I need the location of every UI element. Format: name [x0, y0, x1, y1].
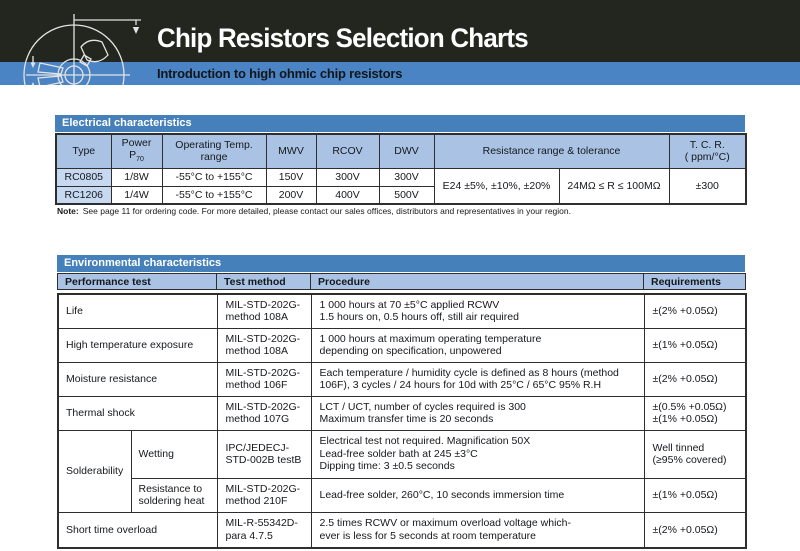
- cell-type: RC1206: [55, 185, 112, 205]
- ordering-note: Note: See page 11 for ordering code. For …: [57, 206, 571, 216]
- electrical-table-title: Electrical characteristics: [55, 115, 745, 132]
- cell-test: Thermal shock: [57, 395, 218, 431]
- page-title: Chip Resistors Selection Charts: [157, 23, 529, 53]
- page-subtitle: Introduction to high ohmic chip resistor…: [157, 66, 403, 81]
- electrical-characteristics-table: Electrical characteristics Type Power P7…: [55, 115, 747, 205]
- environmental-header-row: Performance test Test method Procedure R…: [57, 273, 746, 290]
- cell-tolerance: E24 ±5%, ±10%, ±20%: [433, 167, 560, 205]
- cell-test: High temperature exposure: [57, 327, 218, 363]
- power-line2: P70: [129, 148, 144, 163]
- cell-power: 1/8W: [110, 167, 163, 187]
- cell-procedure: Electrical test not required. Magnificat…: [310, 429, 645, 479]
- cell-rcov: 400V: [315, 185, 380, 205]
- note-text: See page 11 for ordering code. For more …: [82, 206, 571, 216]
- cell-mwv: 150V: [265, 167, 317, 187]
- cell-method: MIL-R-55342D-para 4.7.5: [216, 511, 312, 549]
- electrical-header-row: Type Power P70 Operating Temp. range MWV…: [55, 133, 747, 169]
- table-row-rc0805: RC0805 1/8W -55°C to +155°C 150V 300V 30…: [55, 167, 747, 205]
- col-header-rcov: RCOV: [315, 133, 380, 169]
- col-header-dwv: DWV: [378, 133, 435, 169]
- col-header-procedure: Procedure: [310, 273, 644, 290]
- col-header-performance-test: Performance test: [57, 273, 217, 290]
- cell-method: MIL-STD-202G-method 108A: [216, 293, 312, 329]
- col-header-operating-temp: Operating Temp. range: [161, 133, 267, 169]
- cell-method: MIL-STD-202G-method 210F: [216, 477, 312, 513]
- cell-requirements: ±(1% +0.05Ω): [643, 477, 747, 513]
- cell-test: Short time overload: [57, 511, 218, 549]
- cell-procedure: 2.5 times RCWV or maximum overload volta…: [310, 511, 645, 549]
- table-row-moisture-resistance: Moisture resistance MIL-STD-202G-method …: [57, 361, 747, 397]
- cell-requirements: ±(2% +0.05Ω): [643, 293, 747, 329]
- cell-requirements: ±(1% +0.05Ω): [643, 327, 747, 363]
- environmental-characteristics-table: Environmental characteristics Performanc…: [57, 255, 747, 549]
- col-header-tcr: T. C. R. ( ppm/°C): [668, 133, 747, 169]
- col-header-type: Type: [55, 133, 112, 169]
- cell-dwv: 300V: [378, 167, 435, 187]
- table-row-solderability-wetting: Solderability Wetting IPC/JEDECJ- STD-002…: [57, 429, 747, 513]
- masthead: Chip Resistors Selection Charts Introduc…: [0, 0, 800, 85]
- cell-method: MIL-STD-202G-method 108A: [216, 327, 312, 363]
- tcr-line1: T. C. R.: [689, 139, 725, 152]
- power-line1: Power: [121, 136, 152, 149]
- table-row-resistance-soldering-heat: Resistance to soldering heat MIL-STD-202G…: [58, 477, 747, 513]
- cell-mwv: 200V: [265, 185, 317, 205]
- cell-test: Wetting: [130, 429, 218, 479]
- cell-test: Resistance to soldering heat: [130, 477, 218, 513]
- cell-solderability: Solderability: [57, 429, 132, 513]
- cell-method: MIL-STD-202G-method 106F: [216, 361, 312, 397]
- table-row-short-time-overload: Short time overload MIL-R-55342D-para 4.…: [57, 511, 747, 549]
- optemp-line2: range: [200, 151, 228, 164]
- masthead-blue-band: [0, 62, 800, 85]
- col-header-test-method: Test method: [216, 273, 311, 290]
- table-row-rc1206: RC1206 1/4W -55°C to +155°C 200V 400V 50…: [55, 185, 746, 205]
- cell-procedure: Lead-free solder, 260°C, 10 seconds imme…: [310, 477, 645, 513]
- cell-op-temp: -55°C to +155°C: [161, 167, 267, 187]
- masthead-dark-band: [0, 0, 800, 62]
- cell-dwv: 500V: [378, 185, 435, 205]
- tcr-line2: ( ppm/°C): [684, 151, 730, 164]
- cell-requirements: ±(2% +0.05Ω): [643, 361, 747, 397]
- cell-method: IPC/JEDECJ- STD-002B testB: [216, 429, 312, 479]
- cell-tcr: ±300: [668, 167, 747, 205]
- cell-power: 1/4W: [110, 185, 163, 205]
- optemp-line1: Operating Temp.: [175, 139, 253, 152]
- cell-requirements: ±(2% +0.05Ω): [643, 511, 747, 549]
- cell-rcov: 300V: [315, 167, 380, 187]
- col-header-mwv: MWV: [265, 133, 317, 169]
- cell-op-temp: -55°C to +155°C: [161, 185, 267, 205]
- table-row-thermal-shock: Thermal shock MIL-STD-202G-method 107G L…: [57, 395, 747, 431]
- cell-method: MIL-STD-202G-method 107G: [216, 395, 312, 431]
- cell-procedure: LCT / UCT, number of cycles required is …: [310, 395, 645, 431]
- cell-procedure: 1 000 hours at 70 ±5°C applied RCWV 1.5 h…: [310, 293, 645, 329]
- cell-test: Moisture resistance: [57, 361, 218, 397]
- cell-procedure: 1 000 hours at maximum operating tempera…: [310, 327, 645, 363]
- environmental-table-title: Environmental characteristics: [57, 255, 745, 272]
- col-header-resistance-range: Resistance range & tolerance: [433, 133, 670, 169]
- cell-type: RC0805: [55, 167, 112, 187]
- cad-drawing-logo-icon: [23, 14, 141, 85]
- cell-requirements: ±(0.5% +0.05Ω) ±(1% +0.05Ω): [643, 395, 747, 431]
- cell-test: Life: [57, 293, 218, 329]
- note-label: Note:: [57, 206, 79, 216]
- cell-resistance-range: 24MΩ ≤ R ≤ 100MΩ: [558, 167, 670, 205]
- table-row-high-temperature: High temperature exposure MIL-STD-202G-m…: [57, 327, 747, 363]
- col-header-power: Power P70: [110, 133, 163, 169]
- col-header-requirements: Requirements: [643, 273, 746, 290]
- cell-requirements: Well tinned (≥95% covered): [643, 429, 747, 479]
- table-row-life: Life MIL-STD-202G-method 108A 1 000 hour…: [57, 293, 747, 329]
- cell-procedure: Each temperature / humidity cycle is def…: [310, 361, 645, 397]
